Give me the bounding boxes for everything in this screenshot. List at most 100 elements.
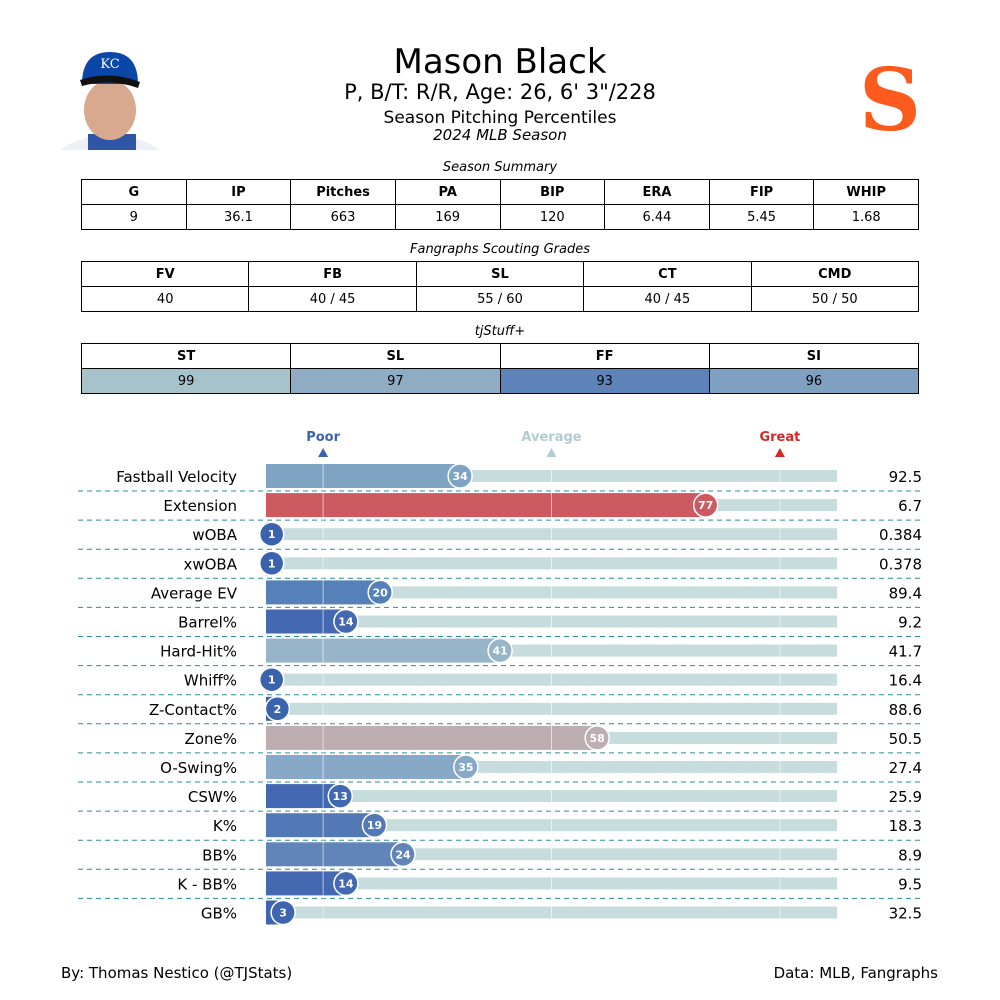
marker-label: Great	[759, 430, 800, 445]
percentile-label: 77	[698, 499, 713, 512]
metric-label: Barrel%	[178, 614, 237, 632]
percentile-label: 34	[452, 470, 468, 483]
metric-label: BB%	[202, 846, 237, 864]
metric-label: Average EV	[151, 584, 238, 602]
summary-value: 6.44	[604, 204, 710, 230]
grades-table: FV FB SL CT CMD 40 40 / 45 55 / 60 40 / 45 50 / 5…	[80, 261, 920, 312]
tjstuff-value: 99	[80, 368, 292, 394]
tjstuff-value: 96	[708, 368, 920, 394]
percentile-label: 3	[279, 907, 287, 920]
summary-value: 9	[81, 204, 187, 230]
percentile-bar	[266, 493, 706, 518]
metric-label: K%	[213, 817, 237, 835]
percentile-dot	[447, 463, 473, 489]
summary-value: 36.1	[185, 204, 292, 230]
percentile-dot	[333, 608, 359, 635]
grades-caption: Fangraphs Scouting Grades	[410, 242, 590, 257]
percentile-dot	[367, 579, 393, 606]
metric-label: Zone%	[185, 730, 237, 748]
percentile-dot	[584, 725, 610, 751]
metric-value: 88.6	[889, 701, 922, 719]
percentile-bar	[266, 725, 598, 750]
metric-label: xwOBA	[183, 555, 237, 573]
metric-label: Extension	[163, 497, 237, 515]
metric-label: O-Swing%	[160, 759, 237, 777]
metric-value: 32.5	[889, 905, 922, 923]
percentile-bar	[266, 609, 346, 634]
percentile-dot	[258, 666, 285, 693]
summary-value: 1.68	[813, 204, 919, 230]
grades-header: CMD	[750, 261, 920, 287]
summary-header: Pitches	[290, 179, 396, 205]
grades-value: 40 / 45	[248, 286, 417, 312]
metric-value: 8.9	[898, 846, 922, 864]
season-label: 2024 MLB Season	[433, 126, 567, 144]
percentile-label: 35	[458, 761, 473, 774]
summary-value: 120	[499, 204, 606, 230]
percentile-dot	[270, 899, 296, 926]
percentile-label: 41	[492, 645, 507, 658]
grades-header: FB	[248, 261, 417, 287]
metric-value: 6.7	[898, 497, 922, 515]
percentile-dot	[258, 550, 285, 577]
svg-text:S: S	[859, 50, 921, 146]
percentile-label: 19	[367, 819, 382, 832]
tjstuff-value: 93	[499, 368, 710, 394]
metric-label: Z-Contact%	[149, 701, 237, 719]
percentile-bar	[266, 871, 346, 896]
metric-value: 41.7	[889, 643, 922, 661]
percentile-dot	[453, 754, 479, 780]
tjstuff-value: 97	[290, 368, 501, 394]
footer-source: Data: MLB, Fangraphs	[773, 964, 938, 982]
metric-value: 0.384	[879, 526, 922, 544]
percentile-dot	[692, 492, 719, 518]
percentile-dot	[327, 783, 353, 809]
metric-value: 27.4	[889, 759, 922, 777]
percentile-bar	[266, 638, 501, 663]
percentile-label: 1	[268, 557, 276, 570]
metric-value: 9.2	[898, 614, 922, 632]
percentile-chart: Poor Average Great Fastball Velocity 92.5 Ext…	[78, 430, 922, 926]
metric-value: 50.5	[889, 730, 922, 748]
player-headshot: KC	[60, 48, 160, 150]
summary-header: PA	[394, 179, 501, 205]
metric-value: 89.4	[889, 584, 922, 602]
grades-value: 40	[80, 286, 250, 312]
metric-label: GB%	[201, 905, 237, 923]
metric-value: 0.378	[879, 555, 922, 573]
summary-header: ERA	[604, 179, 710, 205]
footer-credit: By: Thomas Nestico (@TJStats)	[61, 964, 293, 982]
metric-label: Fastball Velocity	[116, 468, 237, 486]
percentile-label: 2	[274, 703, 282, 716]
marker-label: Average	[521, 430, 581, 445]
metric-label: wOBA	[192, 526, 237, 544]
percentile-label: 1	[268, 674, 276, 687]
percentile-label: 58	[590, 732, 605, 745]
percentile-bar	[266, 464, 461, 488]
player-info: P, B/T: R/R, Age: 26, 6' 3"/228	[344, 80, 656, 104]
summary-header: WHIP	[813, 179, 919, 205]
percentile-label: 14	[338, 616, 354, 629]
metric-label: CSW%	[188, 788, 237, 806]
metric-label: K - BB%	[177, 875, 237, 893]
percentile-label: 1	[268, 528, 276, 541]
percentile-dot	[361, 812, 388, 838]
percentile-bar	[266, 842, 404, 867]
percentile-label: 13	[333, 790, 348, 803]
percentile-bar	[266, 755, 466, 779]
tjstuff-table: ST SL FF SI 99 97 93 96	[80, 343, 920, 394]
percentile-label: 24	[395, 848, 411, 861]
grades-value: 50 / 50	[750, 286, 920, 312]
summary-caption: Season Summary	[442, 160, 558, 175]
marker-triangle-icon	[318, 448, 329, 457]
metric-value: 25.9	[889, 788, 922, 806]
marker-triangle-icon	[546, 448, 557, 457]
percentile-dot	[333, 870, 359, 897]
summary-table: G IP Pitches PA BIP ERA FIP WHIP 9 36.1 663 169 120 6…	[81, 179, 919, 230]
metric-value: 92.5	[889, 468, 922, 486]
tjstuff-header: SI	[708, 343, 920, 369]
percentile-bar	[266, 813, 375, 838]
metric-value: 9.5	[898, 875, 922, 893]
summary-header: BIP	[499, 179, 606, 205]
